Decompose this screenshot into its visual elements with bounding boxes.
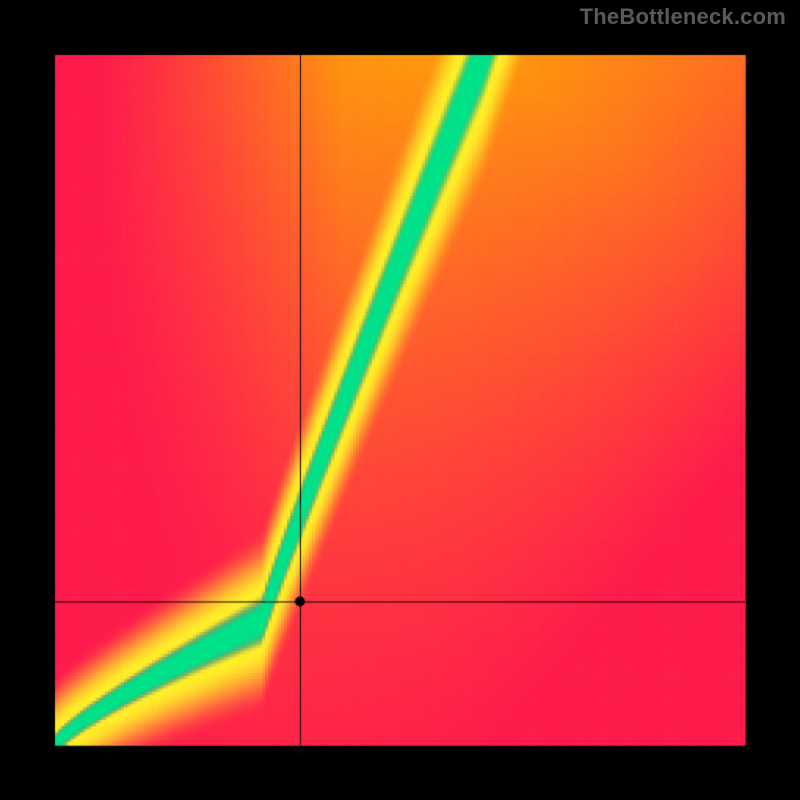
bottleneck-heatmap — [0, 0, 800, 800]
watermark-text: TheBottleneck.com — [580, 4, 786, 30]
chart-container: TheBottleneck.com — [0, 0, 800, 800]
